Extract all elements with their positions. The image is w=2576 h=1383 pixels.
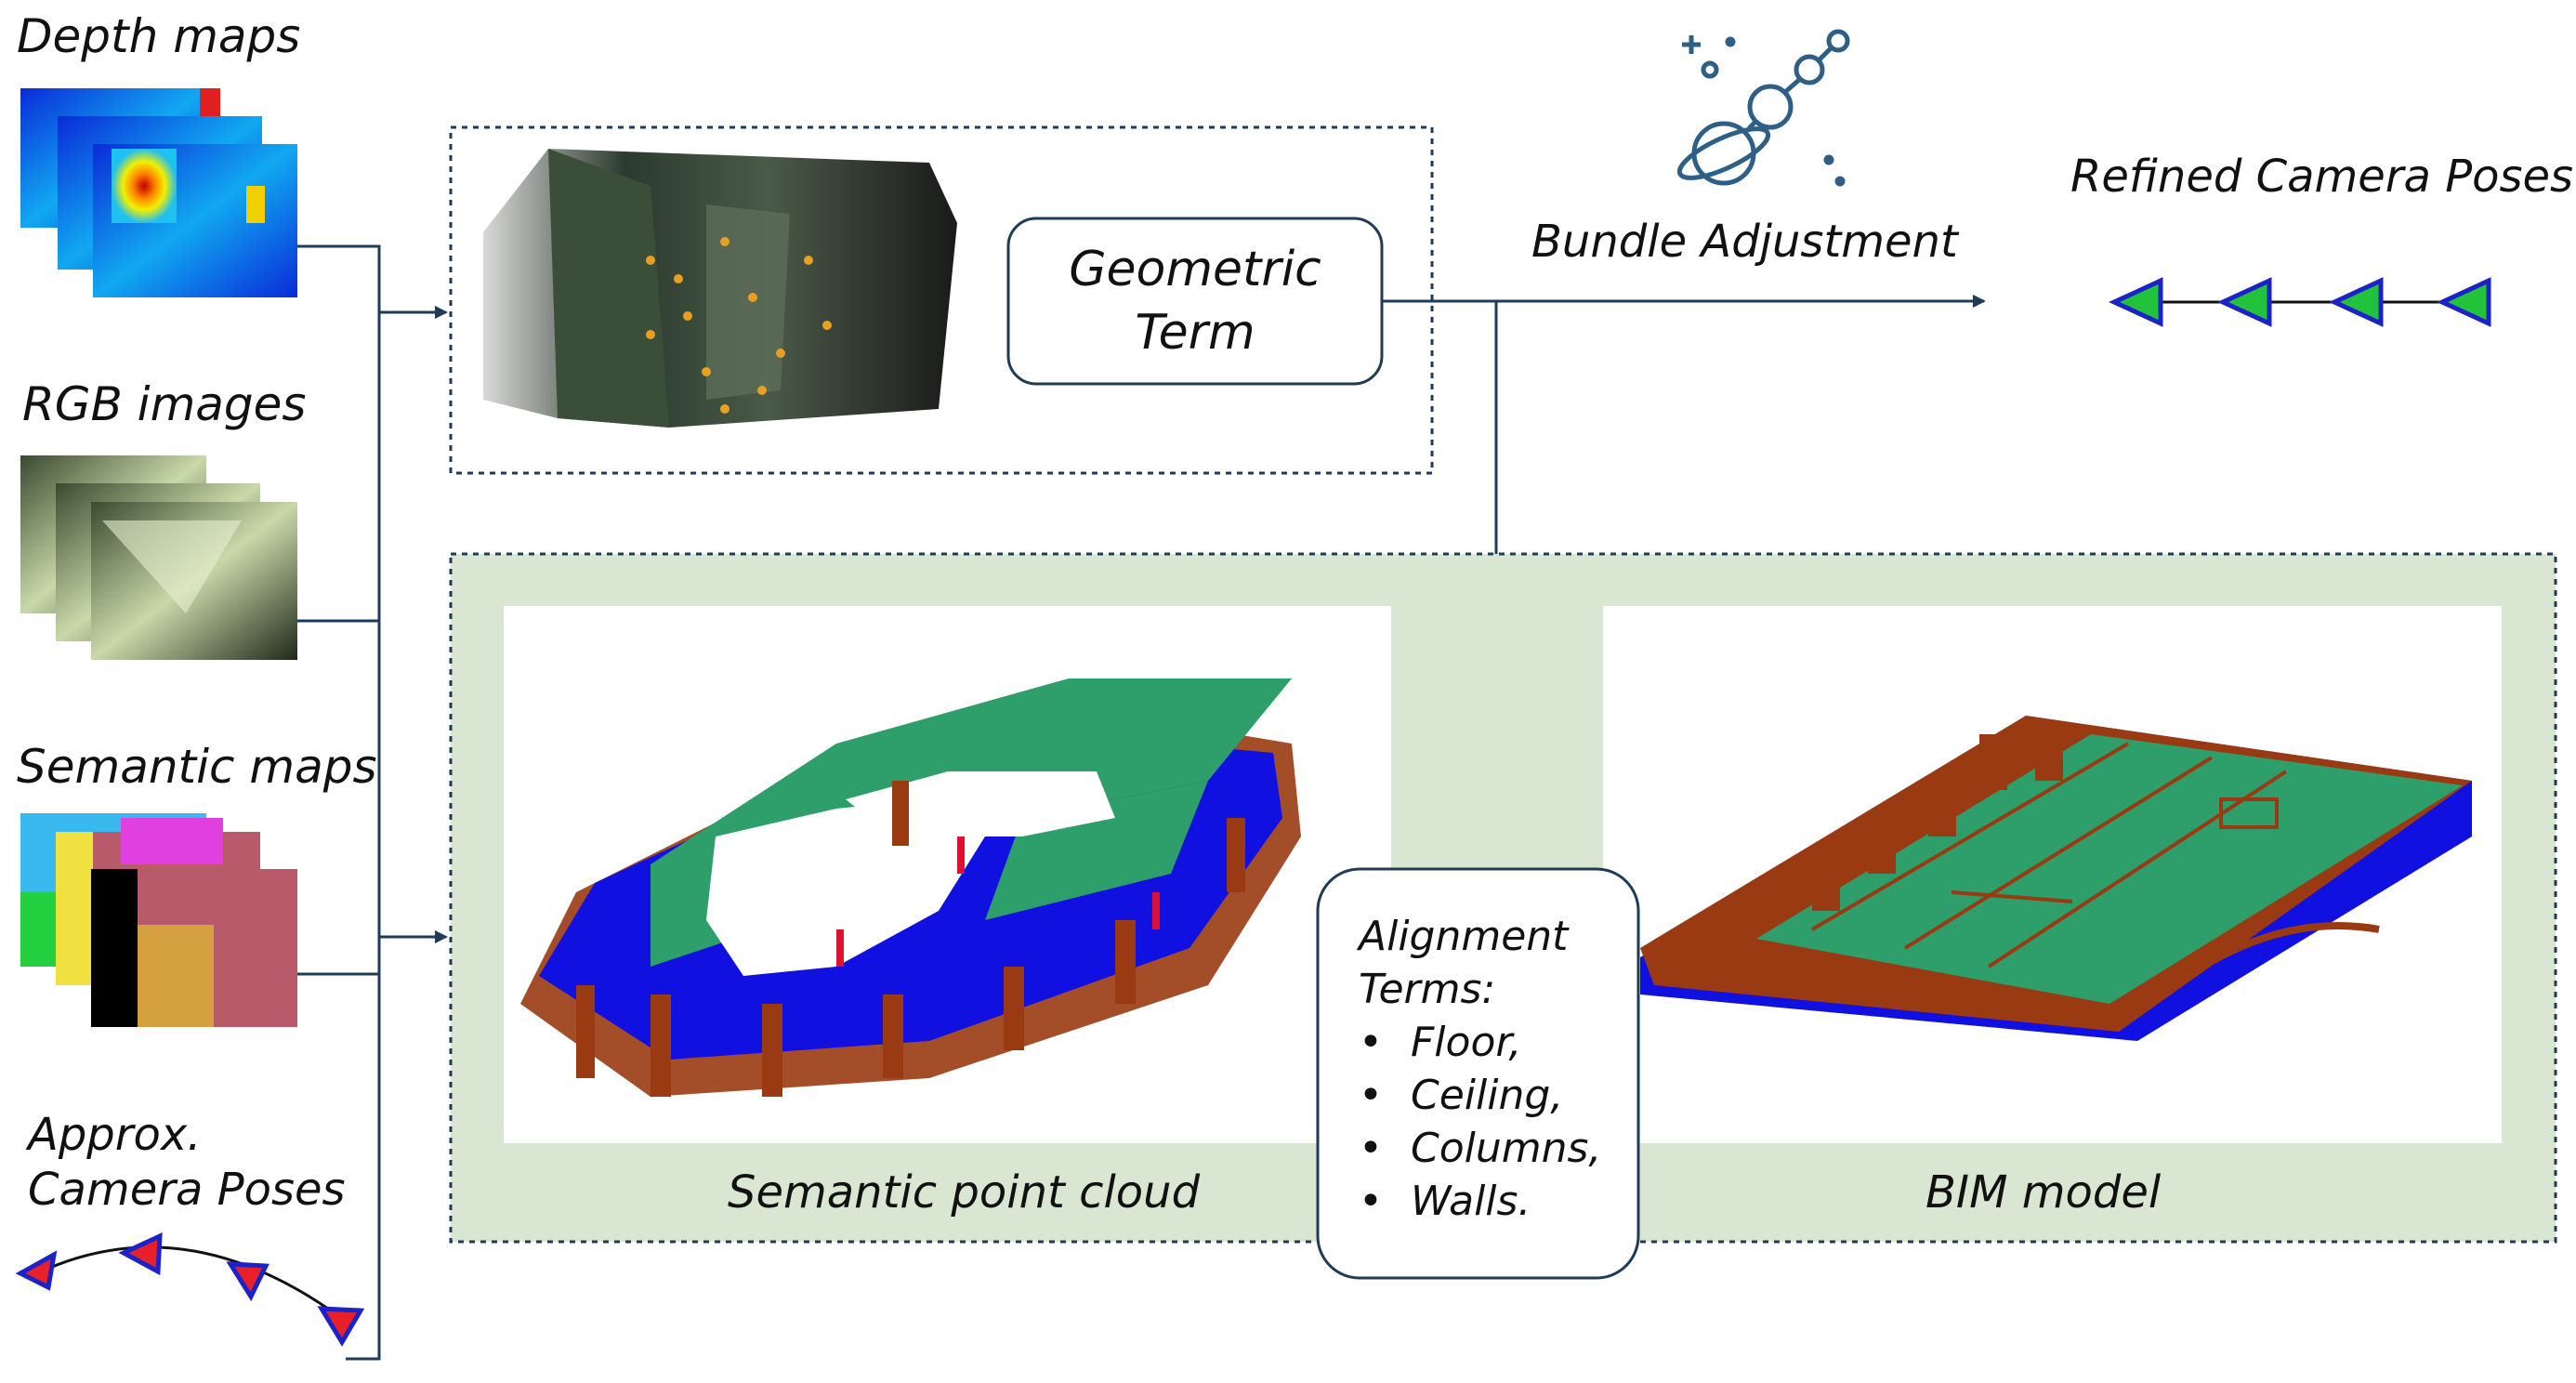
geometric-term-line1: Geometric: [1069, 242, 1321, 297]
bundle-adjustment-label: Bundle Adjustment: [1531, 216, 1958, 268]
geometric-term-line2: Term: [1135, 305, 1255, 361]
geometric-term-label: Geometric Term: [1008, 238, 1382, 364]
approx-poses-label-line2: Camera Poses: [28, 1164, 346, 1216]
bim-model-image: [1640, 716, 2472, 1041]
alignment-terms-list: Floor, Ceiling, Columns, Walls.: [1359, 1016, 1637, 1228]
alignment-term-floor: Floor,: [1359, 1016, 1637, 1069]
depth-maps-label: Depth maps: [17, 9, 301, 63]
alignment-terms-text: Alignment Terms: Floor, Ceiling, Columns…: [1359, 910, 1637, 1228]
geometric-point-cloud-image: [483, 149, 957, 428]
approx-poses-label-line1: Approx.: [28, 1109, 202, 1161]
alignment-term-columns: Columns,: [1359, 1122, 1637, 1175]
planet-satellite-icon: [1676, 29, 1850, 187]
approx-camera-poses-graphic: [15, 1232, 365, 1347]
rgb-images-thumbnails: [20, 455, 297, 660]
semantic-maps-thumbnails: [20, 813, 297, 1027]
alignment-title-line2: Terms:: [1359, 966, 1496, 1013]
alignment-term-walls: Walls.: [1359, 1175, 1637, 1228]
rgb-images-label: RGB images: [22, 377, 307, 431]
semantic-maps-label: Semantic maps: [17, 740, 377, 794]
alignment-title-line1: Alignment: [1359, 913, 1569, 960]
alignment-term-ceiling: Ceiling,: [1359, 1069, 1637, 1122]
semantic-point-cloud-label: Semantic point cloud: [728, 1166, 1201, 1218]
refined-camera-poses-label: Refined Camera Poses: [2070, 151, 2574, 203]
depth-maps-thumbnails: [20, 88, 297, 297]
bim-model-label: BIM model: [1925, 1166, 2162, 1218]
semantic-point-cloud-image: [520, 678, 1301, 1097]
input-connectors: [297, 244, 448, 1361]
refined-camera-poses-graphic: [2109, 277, 2491, 327]
